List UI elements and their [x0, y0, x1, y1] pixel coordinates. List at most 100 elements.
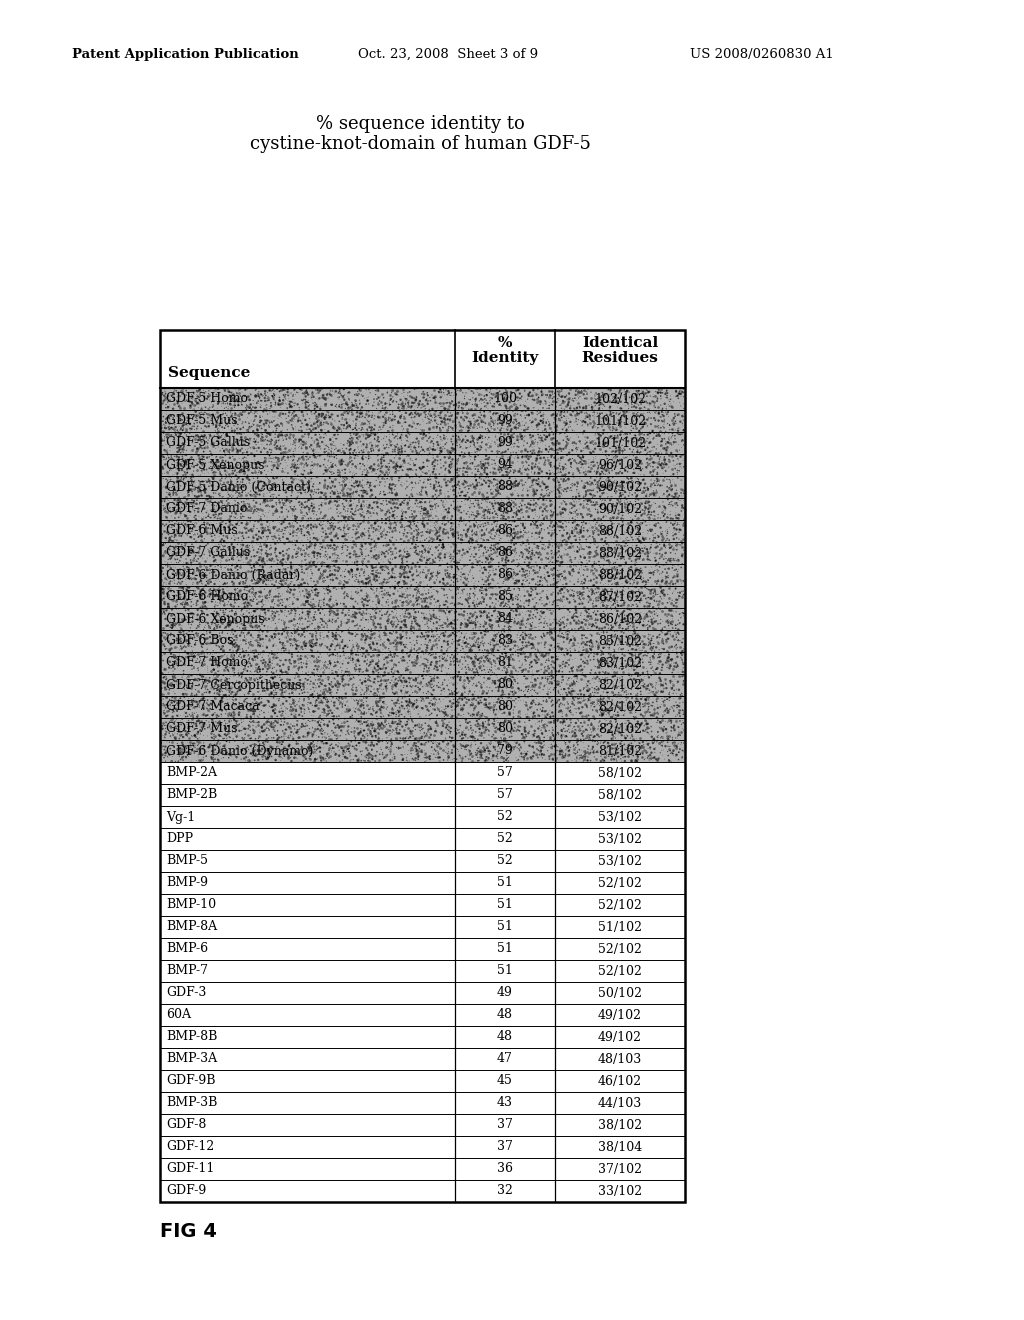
Point — [377, 484, 393, 506]
Point — [177, 463, 194, 484]
Point — [224, 403, 241, 424]
Point — [572, 660, 589, 681]
Point — [248, 482, 264, 503]
Point — [231, 515, 248, 536]
Point — [241, 581, 257, 602]
Point — [411, 517, 427, 539]
Point — [228, 612, 245, 634]
Point — [279, 739, 295, 760]
Point — [169, 602, 185, 623]
Point — [219, 466, 236, 487]
Point — [417, 539, 433, 560]
Point — [548, 747, 564, 768]
Point — [178, 738, 195, 759]
Point — [199, 697, 215, 718]
Point — [180, 561, 197, 582]
Point — [247, 562, 263, 583]
Point — [379, 381, 395, 403]
Point — [472, 725, 488, 746]
Point — [384, 614, 400, 635]
Point — [451, 513, 467, 535]
Point — [421, 705, 437, 726]
Point — [649, 560, 666, 581]
Point — [513, 418, 529, 440]
Point — [572, 616, 589, 638]
Point — [246, 446, 262, 467]
Point — [373, 562, 389, 583]
Point — [318, 556, 335, 577]
Point — [422, 491, 438, 512]
Point — [182, 743, 199, 764]
Point — [415, 742, 431, 763]
Point — [492, 441, 508, 462]
Point — [525, 690, 542, 711]
Point — [204, 727, 220, 748]
Point — [587, 404, 603, 425]
Point — [531, 546, 548, 568]
Point — [180, 648, 197, 669]
Point — [403, 557, 420, 578]
Point — [516, 561, 532, 582]
Point — [516, 552, 532, 573]
Point — [333, 688, 349, 709]
Point — [154, 488, 170, 510]
Point — [170, 396, 186, 417]
Point — [226, 673, 243, 694]
Point — [212, 678, 228, 700]
Point — [646, 698, 663, 719]
Point — [241, 667, 257, 688]
Point — [449, 508, 465, 529]
Point — [208, 504, 224, 525]
Point — [371, 403, 387, 424]
Point — [191, 741, 208, 762]
Point — [457, 388, 473, 409]
Point — [453, 524, 469, 545]
Point — [558, 704, 574, 725]
Point — [365, 422, 381, 444]
Point — [451, 461, 467, 482]
Point — [269, 508, 286, 529]
Point — [309, 733, 326, 754]
Point — [201, 558, 217, 579]
Point — [385, 541, 401, 562]
Point — [583, 739, 599, 760]
Point — [560, 392, 577, 413]
Point — [384, 566, 400, 587]
Point — [594, 387, 610, 408]
Point — [198, 428, 214, 449]
Point — [313, 405, 330, 426]
Point — [462, 587, 478, 609]
Point — [421, 644, 437, 665]
Point — [534, 519, 550, 540]
Point — [328, 661, 344, 682]
Point — [432, 479, 449, 500]
Point — [238, 718, 254, 739]
Point — [669, 570, 685, 591]
Point — [236, 630, 252, 651]
Point — [260, 491, 276, 512]
Point — [296, 715, 312, 737]
Point — [569, 380, 586, 401]
Point — [566, 689, 583, 710]
Point — [474, 569, 490, 590]
Point — [584, 399, 600, 420]
Point — [650, 378, 667, 399]
Point — [398, 508, 415, 529]
Point — [164, 618, 180, 639]
Point — [193, 480, 209, 502]
Point — [591, 671, 607, 692]
Point — [228, 430, 245, 451]
Point — [394, 516, 411, 537]
Point — [496, 698, 512, 719]
Point — [530, 539, 547, 560]
Point — [369, 722, 385, 743]
Point — [360, 572, 377, 593]
Point — [397, 614, 414, 635]
Point — [585, 582, 601, 603]
Point — [381, 510, 397, 531]
Point — [274, 748, 291, 770]
Point — [674, 581, 690, 602]
Point — [558, 734, 574, 755]
Point — [371, 469, 387, 490]
Point — [447, 475, 464, 496]
